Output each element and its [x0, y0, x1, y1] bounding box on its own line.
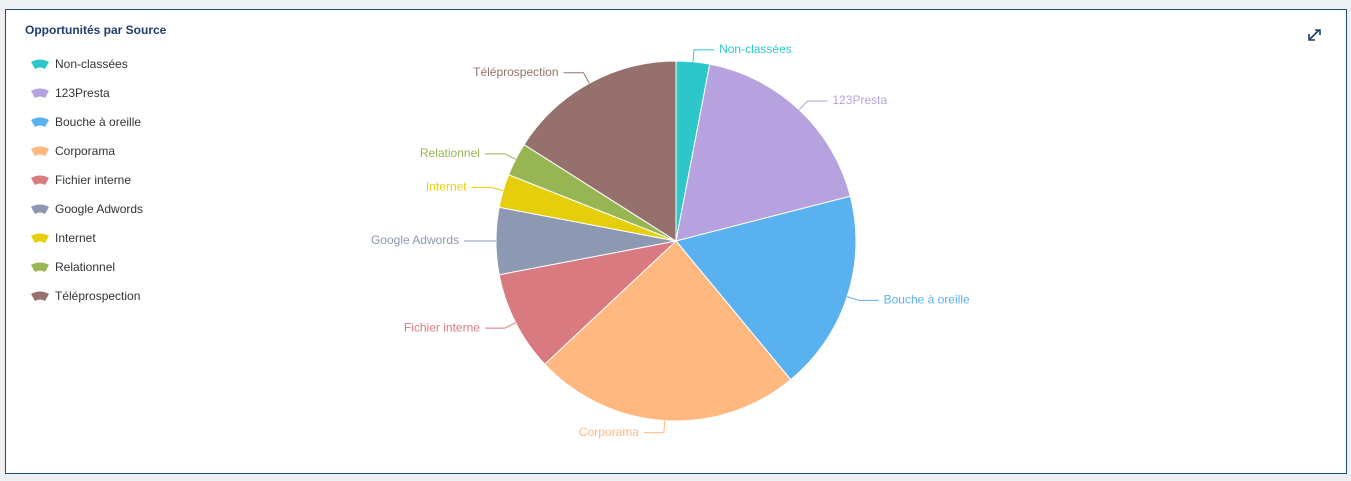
legend-icon: [31, 175, 49, 185]
leader-line: [798, 100, 828, 111]
legend-label: Non-classées: [55, 57, 128, 71]
slice-label: 123Presta: [832, 93, 887, 107]
pie-slice: [675, 63, 851, 242]
legend-icon: [31, 204, 49, 214]
legend-icon: [31, 233, 49, 243]
legend-icon: [31, 291, 49, 301]
legend-icon: [31, 59, 49, 69]
slice-label: Internet: [426, 180, 467, 194]
leader-line: [563, 72, 590, 84]
leader-line: [692, 49, 715, 62]
legend-icon: [31, 262, 49, 272]
leader-line: [471, 186, 504, 192]
pie-slice: [675, 195, 857, 381]
expand-button[interactable]: [1308, 29, 1321, 41]
legend-icon: [31, 88, 49, 98]
leader-line: [643, 420, 666, 434]
slice-label: Téléprospection: [473, 65, 558, 79]
slice-label: Corporama: [579, 425, 639, 439]
chart-title: Opportunités par Source: [25, 23, 167, 37]
legend-label: Corporama: [55, 144, 115, 158]
legend-label: Fichier interne: [55, 173, 131, 187]
leader-line: [847, 296, 879, 301]
leader-line: [484, 322, 516, 329]
pie-slice: [523, 60, 677, 242]
legend-label: Relationnel: [55, 260, 115, 274]
leader-line: [484, 153, 516, 160]
legend-label: 123Presta: [55, 86, 110, 100]
slice-label: Fichier interne: [404, 320, 480, 334]
slice-label: Google Adwords: [371, 233, 459, 247]
slice-label: Relationnel: [420, 146, 480, 160]
slice-label: Non-classées: [719, 42, 792, 56]
legend-icon: [31, 146, 49, 156]
legend-icon: [31, 117, 49, 127]
slice-label: Bouche à oreille: [884, 293, 970, 307]
legend-label: Bouche à oreille: [55, 115, 141, 129]
expand-icon: [1308, 29, 1321, 41]
pie-slice: [498, 240, 678, 365]
legend-label: Téléprospection: [55, 289, 140, 303]
legend-label: Google Adwords: [55, 202, 143, 216]
legend-label: Internet: [55, 231, 96, 245]
pie-slice: [544, 240, 792, 422]
